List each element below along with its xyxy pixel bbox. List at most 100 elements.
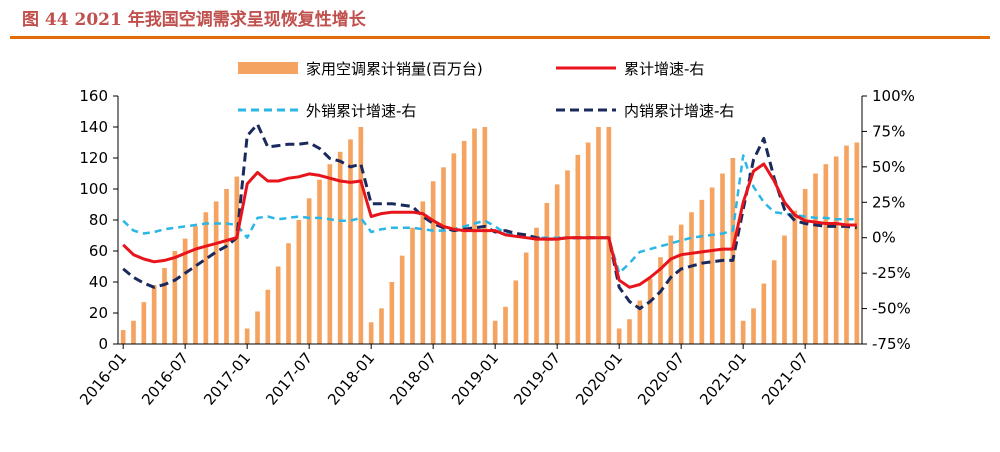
bar-2021-10 (833, 156, 839, 344)
bar-2020-11 (720, 173, 725, 344)
bar-2017-12 (358, 127, 364, 344)
bar-2017-04 (275, 266, 281, 344)
bar-2021-02 (751, 308, 756, 344)
bar-2017-03 (265, 289, 271, 344)
x-tick-label: 2017-01 (200, 349, 254, 409)
bar-2020-05 (658, 257, 663, 344)
bar-2019-12 (606, 127, 612, 344)
bar-2018-06 (420, 201, 426, 344)
bar-2016-09 (203, 212, 209, 344)
bar-2018-01 (368, 322, 374, 344)
bar-2019-09 (575, 154, 581, 344)
bar-2016-04 (151, 285, 157, 344)
y-right-tick-label: 25% (872, 193, 905, 211)
total-growth-line (122, 162, 857, 289)
bar-2020-07 (678, 224, 684, 344)
x-tick-label: 2018-01 (324, 349, 378, 409)
x-tick-label: 2019-01 (448, 349, 502, 409)
x-tick-label: 2017-07 (262, 349, 316, 409)
bar-2019-10 (585, 142, 591, 344)
bar-2016-10 (213, 201, 219, 344)
y-left-tick-label: 100 (79, 180, 108, 198)
bar-2018-12 (482, 127, 488, 344)
bar-2016-08 (193, 226, 198, 344)
x-tick-label: 2020-07 (634, 349, 688, 409)
legend-export-growth-label: 外销累计增速-右 (306, 102, 416, 120)
bar-2021-07 (802, 189, 808, 344)
bar-2021-12 (854, 142, 860, 344)
y-left-tick-label: 0 (98, 335, 108, 353)
bar-2017-10 (337, 151, 343, 344)
export-growth-line (122, 154, 857, 275)
bar-2017-08 (317, 179, 322, 344)
bar-2018-10 (461, 140, 467, 344)
bar-2021-01 (740, 320, 746, 344)
bar-2020-08 (689, 212, 694, 344)
y-right-tick-label: 50% (872, 158, 905, 176)
bar-2019-11 (596, 127, 601, 344)
bar-2021-06 (792, 210, 798, 344)
bar-2017-05 (286, 243, 291, 344)
y-right-tick-label: 0% (872, 229, 896, 247)
bar-2021-09 (823, 164, 829, 344)
figure-title: 图 44 2021 年我国空调需求呈现恢复性增长 (22, 10, 366, 30)
x-tick-label: 2020-01 (572, 349, 626, 409)
bar-series (120, 127, 860, 344)
bar-2017-11 (348, 139, 353, 344)
title-rule (10, 36, 990, 39)
y-right-tick-label: 75% (872, 122, 905, 140)
bar-2017-09 (327, 164, 333, 344)
bar-2020-06 (668, 235, 674, 344)
bar-2016-05 (162, 268, 167, 344)
y-left-tick-label: 160 (79, 87, 108, 105)
bar-2020-04 (647, 278, 653, 344)
bar-2018-11 (472, 128, 477, 344)
y-left-tick-label: 20 (89, 304, 108, 322)
bar-2016-06 (172, 251, 178, 344)
bar-2020-02 (627, 319, 632, 344)
bar-2020-03 (637, 300, 643, 344)
legend-bar-label: 家用空调累计销量(百万台) (306, 60, 483, 78)
bar-2019-01 (492, 320, 498, 344)
bar-2018-09 (451, 153, 457, 344)
legend-total-growth-label: 累计增速-右 (624, 60, 704, 78)
x-tick-label: 2021-01 (696, 349, 750, 409)
line-series-group (122, 122, 858, 311)
y-left-tick-label: 120 (79, 149, 108, 167)
y-right-tick-label: -25% (872, 264, 911, 282)
bar-2016-12 (234, 176, 240, 344)
y-left-tick-label: 60 (89, 242, 108, 260)
legend-bar-swatch (238, 62, 298, 74)
x-tick-label: 2019-07 (510, 349, 564, 409)
bar-2020-10 (709, 187, 715, 344)
bar-2016-01 (120, 330, 126, 344)
x-tick-label: 2021-07 (758, 349, 812, 409)
bar-2017-01 (244, 328, 250, 344)
y-right-tick-label: -75% (872, 335, 911, 353)
bar-2021-03 (761, 283, 767, 344)
bar-2019-02 (503, 306, 508, 344)
bar-2017-02 (255, 311, 260, 344)
bar-2019-06 (544, 202, 550, 344)
bar-2019-04 (523, 252, 529, 344)
x-tick-label: 2018-07 (386, 349, 440, 409)
bar-2018-08 (441, 167, 446, 344)
bar-2020-01 (616, 328, 622, 344)
bar-2019-08 (565, 170, 570, 344)
bar-2018-02 (379, 308, 384, 344)
bar-2021-04 (771, 260, 777, 344)
bar-2016-11 (224, 189, 229, 344)
bar-2021-05 (782, 235, 787, 344)
x-tick-label: 2016-07 (138, 349, 192, 409)
bar-2017-06 (296, 220, 302, 344)
bar-2016-02 (131, 320, 136, 344)
bar-2018-04 (399, 255, 405, 344)
x-tick-label: 2016-01 (76, 349, 130, 409)
bar-2019-07 (554, 184, 560, 344)
bar-2018-07 (430, 181, 436, 344)
y-left-tick-label: 40 (89, 273, 108, 291)
bar-2018-05 (410, 227, 415, 344)
domestic-growth-line (122, 122, 858, 311)
